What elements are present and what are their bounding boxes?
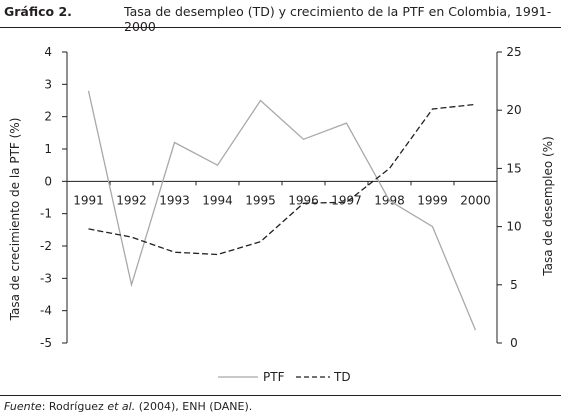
y-left-tick-label: 2 (44, 110, 52, 124)
x-tick-label: 1991 (73, 193, 104, 207)
legend-ptf-label: PTF (263, 370, 285, 384)
source-authors: : Rodríguez (41, 400, 108, 413)
x-tick-label: 1994 (202, 193, 233, 207)
y-left-tick-label: -1 (40, 207, 52, 221)
x-tick-label: 1999 (417, 193, 448, 207)
y-left-tick-label: 4 (44, 45, 52, 59)
y-right-tick-label: 10 (506, 220, 521, 234)
source-note: Fuente: Rodríguez et al. (2004), ENH (DA… (4, 400, 252, 413)
chart-title: Tasa de desempleo (TD) y crecimiento de … (124, 4, 552, 34)
y-right-tick-label: 25 (506, 45, 521, 59)
x-tick-label: 1997 (331, 193, 362, 207)
top-rule (0, 27, 561, 28)
x-tick-label: 1993 (159, 193, 190, 207)
source-rest: (2004), ENH (DANE). (135, 400, 253, 413)
y-left-tick-label: -4 (40, 304, 52, 318)
series-layer (87, 90, 477, 331)
series-line-ptf (87, 90, 477, 331)
figure-label: Gráfico 2. (4, 4, 72, 19)
bottom-rule (0, 395, 561, 396)
y-left-axis-label: Tasa de crecimiento de la PTF (%) (8, 118, 22, 322)
x-tick-label: 1992 (116, 193, 147, 207)
source-etal: et al. (107, 400, 136, 413)
y-right-tick-label: 20 (506, 103, 521, 117)
legend-td-label: TD (333, 370, 351, 384)
y-right-axis: 25 20 15 10 5 0 (496, 45, 522, 350)
x-axis: 1991 1992 1993 1994 1995 1996 1997 1998 1999 2000 (66, 180, 498, 207)
x-tick-label: 1996 (288, 193, 319, 207)
y-right-axis-label: Tasa de desempleo (%) (541, 136, 555, 277)
series-line-td (88, 103, 476, 256)
legend: PTF TD (218, 370, 351, 384)
y-left-tick-label: 3 (44, 77, 52, 91)
y-left-axis: 4 3 2 1 0 -1 -2 -3 -4 -5 (40, 45, 68, 350)
y-left-tick-label: -5 (40, 336, 52, 350)
y-left-tick-label: -2 (40, 239, 52, 253)
y-right-tick-label: 5 (510, 278, 518, 292)
y-left-tick-label: 1 (44, 142, 52, 156)
y-right-tick-label: 15 (506, 161, 521, 175)
y-left-tick-label: -3 (40, 271, 52, 285)
x-tick-label: 2000 (460, 193, 491, 207)
y-left-tick-label: 0 (44, 174, 52, 188)
source-prefix: Fuente (4, 400, 42, 413)
y-right-tick-label: 0 (510, 336, 518, 350)
x-tick-label: 1995 (245, 193, 276, 207)
